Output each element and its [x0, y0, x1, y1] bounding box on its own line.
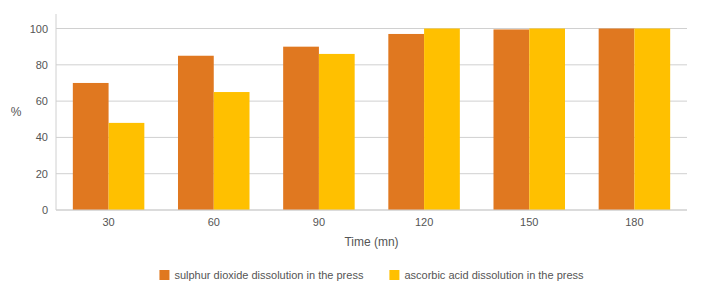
legend-label: ascorbic acid dissolution in the press	[404, 269, 584, 281]
bar	[319, 54, 355, 210]
chart-svg: 0 20 40 60 80 100 30 60 90 120 150 180 Time (mn)% sul…	[0, 0, 707, 290]
x-tick-label: 180	[625, 216, 643, 228]
x-axis-label: Time (mn)	[344, 235, 398, 249]
x-tick-label: 90	[313, 216, 325, 228]
bar	[109, 123, 145, 210]
y-tick-label: 100	[30, 23, 48, 35]
bar	[599, 29, 635, 210]
legend-swatch	[159, 270, 169, 280]
grid-line	[56, 101, 687, 102]
bar	[634, 29, 670, 210]
chart-container: 0 20 40 60 80 100 30 60 90 120 150 180 Time (mn)% sul…	[0, 0, 707, 290]
bar	[388, 34, 424, 210]
x-tick-label: 150	[520, 216, 538, 228]
grid-line	[56, 28, 687, 29]
bar	[493, 29, 529, 210]
x-axis-line	[56, 210, 687, 211]
bar	[283, 47, 319, 210]
legend-label: sulphur dioxide dissolution in the press	[174, 269, 363, 281]
grid-line	[56, 64, 687, 65]
bar	[178, 56, 214, 210]
grid-line	[56, 210, 687, 211]
x-tick-label: 120	[415, 216, 433, 228]
legend: sulphur dioxide dissolution in the press…	[159, 269, 584, 281]
x-tick-label: 30	[102, 216, 114, 228]
y-tick-label: 60	[36, 95, 48, 107]
bar	[73, 83, 109, 210]
y-axis-line	[56, 14, 57, 210]
y-tick-label: 80	[36, 59, 48, 71]
bars	[73, 29, 670, 210]
grid-line	[56, 173, 687, 174]
x-tick-label: 60	[208, 216, 220, 228]
bar	[529, 29, 565, 210]
grid-line	[56, 137, 687, 138]
legend-swatch	[389, 270, 399, 280]
y-tick-label: 20	[36, 168, 48, 180]
bar	[424, 29, 460, 210]
bar	[214, 92, 250, 210]
y-tick-label: 0	[42, 204, 48, 216]
y-tick-label: 40	[36, 131, 48, 143]
y-axis-label: %	[11, 105, 22, 119]
